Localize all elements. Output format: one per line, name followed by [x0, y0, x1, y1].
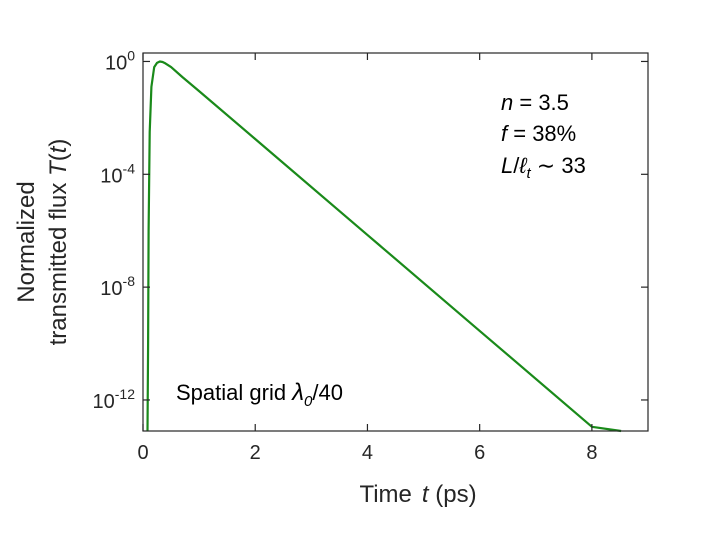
x-axis-label-prefix: Time [359, 481, 411, 508]
y-tick-label-base: 10 [100, 278, 122, 300]
anno-grid-text: Spatial grid [176, 380, 292, 405]
y-axis-label: Normalized transmitted flux T(t) [13, 139, 72, 346]
x-ticks: 0 2 4 6 8 [137, 53, 597, 464]
anno-n-var: n [501, 90, 513, 115]
anno-L-slash: / [513, 153, 520, 178]
series-layer [146, 60, 622, 433]
series-line [146, 60, 622, 433]
anno-n-rest: = 3.5 [513, 90, 569, 115]
y-axis-label-line1: Normalized [13, 181, 40, 302]
y-axis-label-var: t [45, 145, 72, 153]
y-tick-label-base: 10 [100, 165, 122, 187]
x-axis-label-suffix: (ps) [429, 481, 477, 508]
x-axis-label-var: t [422, 481, 430, 508]
axes-box [142, 52, 649, 432]
anno-grid-lambda-sub: 0 [304, 393, 313, 410]
y-axis-label-line2: transmitted flux T(t) [45, 139, 72, 346]
anno-L: L/ℓt ∼ 33 [501, 153, 586, 182]
x-tick-label: 0 [137, 442, 148, 464]
anno-grid-lambda: λ [290, 379, 304, 406]
y-tick-label-exponent: -12 [115, 386, 135, 402]
anno-f: f = 38% [501, 121, 576, 146]
anno-grid-rest: /40 [312, 380, 343, 405]
x-axis-label: Time t (ps) [359, 481, 476, 508]
y-tick-label-base: 10 [93, 391, 115, 413]
anno-f-var: f [501, 121, 510, 146]
y-axis-label-line2-prefix: transmitted flux [45, 176, 72, 345]
anno-L-var: L [501, 153, 513, 178]
y-tick-label-exponent: -8 [123, 273, 136, 289]
anno-grid-note: Spatial grid λ0/40 [176, 379, 343, 410]
y-tick-label: 10-12 [93, 386, 136, 413]
y-tick-label-base: 10 [105, 52, 127, 74]
y-axis-label-open-paren: ( [45, 153, 72, 161]
x-tick-label: 8 [586, 442, 597, 464]
y-tick-label: 10-4 [100, 160, 135, 187]
plot-area [143, 53, 648, 431]
anno-n: n = 3.5 [501, 90, 569, 115]
x-tick-label: 6 [474, 442, 485, 464]
anno-L-ell: ℓ [518, 153, 527, 178]
anno-f-rest: = 38% [507, 121, 576, 146]
y-axis-label-close-paren: ) [45, 139, 72, 147]
y-axis-label-func: T [45, 159, 72, 176]
y-tick-label: 10-8 [100, 273, 135, 300]
x-tick-label: 2 [250, 442, 261, 464]
anno-L-ell-sub: t [527, 165, 532, 182]
x-tick-label: 4 [362, 442, 373, 464]
y-tick-label-exponent: 0 [127, 47, 135, 63]
anno-L-approx: ∼ 33 [531, 153, 586, 178]
y-tick-label: 100 [105, 47, 135, 74]
y-tick-label-exponent: -4 [123, 160, 136, 176]
